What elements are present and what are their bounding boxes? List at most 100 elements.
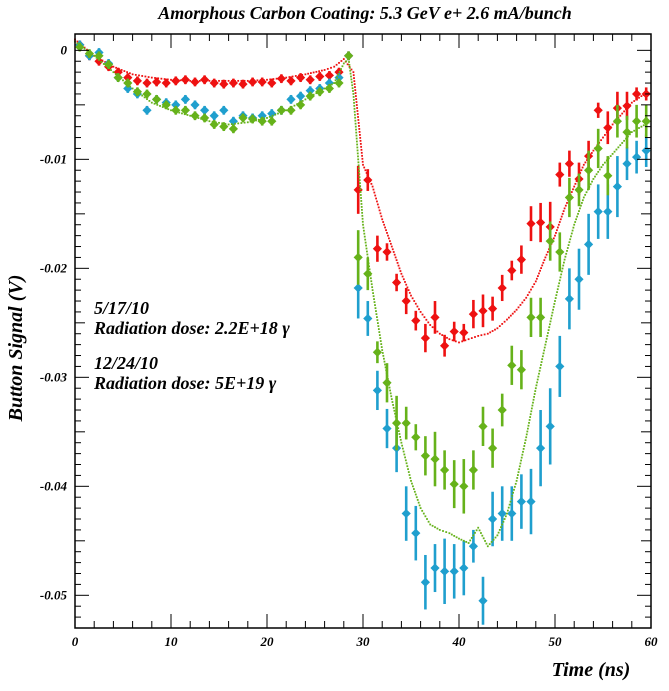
- series-4-dot: [117, 75, 120, 78]
- series-3-point: [363, 269, 373, 279]
- series-4-dot: [355, 131, 358, 134]
- series-4-dot: [555, 294, 558, 297]
- series-4-dot: [307, 96, 310, 99]
- series-1-dot: [359, 136, 362, 139]
- series-4-dot: [355, 128, 357, 131]
- series-4-dot: [528, 421, 530, 424]
- series-1-dot: [291, 75, 294, 78]
- series-4-dot: [234, 122, 236, 125]
- series-4-dot: [369, 277, 372, 280]
- series-4-dot: [410, 479, 412, 482]
- series-1-dot: [540, 267, 543, 269]
- series-4-dot: [274, 113, 277, 116]
- series-4-dot: [412, 488, 415, 490]
- series-4-dot: [409, 477, 412, 479]
- series-1-dot: [182, 79, 185, 82]
- series-4-dot: [498, 529, 501, 531]
- series-1-dot: [408, 291, 411, 294]
- series-4-dot: [347, 58, 350, 60]
- series-1-dot: [346, 63, 349, 66]
- series-4-dot: [143, 96, 146, 99]
- series-4-dot: [404, 456, 406, 459]
- series-4-dot: [530, 410, 533, 413]
- series-0-point: [324, 70, 334, 81]
- series-1-dot: [441, 334, 444, 336]
- series-4-dot: [367, 259, 370, 262]
- series-4-dot: [554, 300, 556, 302]
- series-2-point: [497, 508, 507, 519]
- series-4-dot: [358, 173, 361, 176]
- series-3-point: [190, 111, 200, 121]
- series-0-point: [200, 75, 210, 85]
- series-4-dot: [584, 193, 587, 196]
- y-tick-label: -0.04: [40, 478, 68, 493]
- series-4-dot: [558, 279, 561, 282]
- series-3-point: [440, 465, 450, 475]
- series-1-dot: [543, 259, 546, 261]
- series-4-dot: [353, 104, 356, 107]
- series-4-dot: [436, 527, 439, 530]
- series-1-dot: [427, 321, 430, 324]
- series-4-dot: [360, 197, 362, 199]
- series-4-dot: [569, 238, 572, 241]
- series-1-dot: [489, 331, 492, 334]
- series-1-dot: [353, 80, 356, 83]
- series-1-dot: [383, 223, 386, 226]
- series-1-dot: [307, 72, 310, 75]
- series-4-dot: [545, 340, 547, 343]
- series-4-dot: [333, 82, 336, 84]
- series-4-dot: [613, 150, 616, 153]
- series-4-dot: [282, 110, 285, 113]
- series-1-dot: [390, 245, 393, 248]
- series-4-dot: [520, 456, 523, 459]
- series-1-dot: [126, 71, 129, 74]
- series-3-point: [353, 252, 363, 263]
- series-1-dot: [627, 106, 629, 108]
- series-1-dot: [357, 116, 359, 118]
- series-4-dot: [349, 69, 352, 72]
- series-4-dot: [394, 412, 396, 415]
- series-1-dot: [259, 79, 262, 82]
- series-4-dot: [356, 146, 359, 149]
- series-1-dot: [83, 46, 86, 49]
- series-4-dot: [531, 404, 534, 407]
- series-1-dot: [354, 89, 357, 91]
- series-4-dot: [472, 534, 475, 537]
- series-1-dot: [454, 340, 457, 343]
- series-1-dot: [605, 131, 608, 134]
- series-4-dot: [358, 170, 360, 173]
- series-4-dot: [374, 304, 376, 307]
- series-4-dot: [506, 512, 508, 515]
- series-1-dot: [282, 77, 284, 79]
- series-4-dot: [560, 270, 563, 273]
- series-4-dot: [366, 256, 369, 259]
- series-4-dot: [183, 113, 186, 116]
- series-2-point: [180, 94, 190, 104]
- series-4-dot: [399, 436, 402, 438]
- series-1-dot: [120, 69, 123, 71]
- series-1-dot: [354, 86, 356, 88]
- series-4-dot: [604, 161, 606, 164]
- series-1-dot: [304, 73, 307, 76]
- series-4-dot: [480, 532, 482, 534]
- series-3-point: [219, 122, 229, 132]
- series-4-dot: [354, 113, 356, 116]
- series-4-dot: [591, 180, 593, 183]
- series-3-point: [372, 347, 382, 357]
- series-4-dot: [372, 295, 375, 298]
- series-4-dot: [365, 247, 368, 250]
- series-1-dot: [353, 83, 356, 86]
- series-1-dot: [526, 294, 529, 296]
- series-1-dot: [323, 69, 326, 71]
- series-4-dot: [376, 319, 379, 322]
- series-1-dot: [402, 278, 405, 281]
- series-1-dot: [396, 261, 399, 264]
- series-1-dot: [384, 226, 386, 229]
- series-1-dot: [382, 221, 385, 223]
- series-4-dot: [519, 462, 522, 465]
- series-1-dot: [368, 177, 370, 180]
- series-4-dot: [124, 81, 127, 84]
- series-1-dot: [438, 332, 441, 335]
- series-1-dot: [387, 234, 389, 237]
- series-1-dot: [554, 234, 556, 237]
